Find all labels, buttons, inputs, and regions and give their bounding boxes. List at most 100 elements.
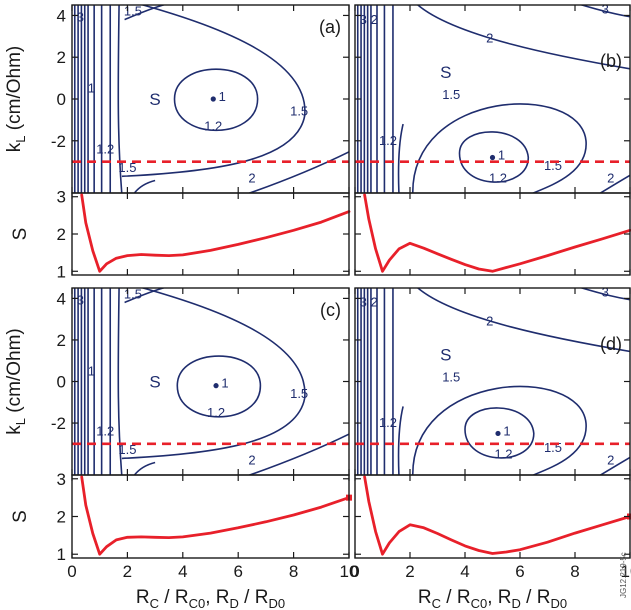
contour-line — [247, 150, 349, 193]
contour-label: 1 — [88, 81, 95, 96]
contour-label: 1.2 — [96, 141, 114, 156]
minimum-marker — [210, 96, 216, 102]
contour-label: 1.5 — [290, 104, 308, 119]
x-axis-label: RC / RC0, RD / RD0 — [136, 587, 285, 610]
contour-label: 1.5 — [442, 87, 460, 102]
plot-frame — [71, 474, 350, 559]
region-label: S — [440, 63, 451, 82]
x-tick-label: 4 — [178, 562, 187, 581]
contour-label: 1.2 — [207, 405, 225, 420]
contour-label: 3 — [77, 293, 84, 308]
contour-label: 2 — [607, 171, 614, 186]
x-tick-label: 8 — [289, 562, 298, 581]
contour-label: 2 — [486, 313, 493, 328]
contour-line — [124, 5, 167, 21]
contour-label: 3 — [360, 295, 367, 310]
contour-label: 2 — [607, 453, 614, 468]
y-tick-label: 2 — [57, 225, 66, 244]
contour-label: 1.5 — [442, 370, 460, 385]
plot-frame — [354, 192, 631, 276]
y-tick-label: 4 — [57, 6, 66, 25]
contour-label: 1.2 — [379, 415, 397, 430]
x-tick-label: 6 — [515, 562, 524, 581]
minimum-label: 1 — [221, 376, 228, 391]
contour-label: 1.5 — [124, 3, 142, 18]
plot-frame — [354, 474, 631, 559]
y-axis-label: S — [10, 228, 31, 241]
minimum-marker — [495, 430, 501, 437]
x-tick-label: 0 — [67, 562, 76, 581]
contour-label: 1.2 — [204, 118, 222, 133]
y-tick-label: -2 — [51, 132, 66, 151]
contour-line — [133, 179, 156, 193]
plot-frame — [71, 287, 350, 476]
contour-panel: 3 1.5 1 1.2 1.5 1.2 1.5 2 1 S (c) -2 0 2 4 kL (cm/Ohm) — [4, 286, 350, 476]
x-tick-label: 8 — [570, 562, 579, 581]
x-tick-label: 0 — [350, 562, 359, 581]
minimum-label: 1 — [498, 147, 505, 162]
contour-label: 2 — [248, 171, 255, 186]
series-line — [80, 193, 351, 273]
cut-panel: 0 2 4 6 8 10 RC / RC0, RD / RD0 — [350, 474, 631, 610]
contour-line — [397, 406, 404, 475]
contour-line — [579, 5, 630, 18]
y-tick-label: 4 — [57, 289, 66, 308]
contour-label: 1.2 — [489, 171, 507, 186]
contour-label: 1.2 — [494, 446, 512, 461]
x-tick-label: 10 — [621, 562, 631, 581]
panel-label: (d) — [600, 334, 622, 354]
y-tick-label: -2 — [51, 414, 66, 433]
contour-label: 1.2 — [379, 133, 397, 148]
cut-panel: 1 2 3 0 2 4 6 8 10 RC / RC0, RD / RD0 S — [10, 470, 358, 610]
x-axis-label: RC / RC0, RD / RD0 — [418, 587, 567, 610]
y-tick-label: 3 — [57, 470, 66, 489]
contour-label: 3 — [602, 284, 609, 299]
region-label: S — [149, 373, 160, 392]
plot-frame — [71, 4, 350, 194]
figure-code: JG12.219-5c — [619, 552, 628, 598]
y-axis-label: S — [10, 510, 31, 523]
y-tick-label: 0 — [57, 373, 66, 392]
y-tick-label: 1 — [57, 262, 66, 281]
contour-line — [117, 5, 123, 193]
cut-panel — [354, 192, 631, 276]
y-tick-label: 2 — [57, 331, 66, 350]
contour-label: 3 — [360, 12, 367, 27]
contour-label: 1.5 — [118, 160, 136, 175]
contour-line — [247, 433, 349, 475]
contour-label: 1.2 — [96, 424, 114, 439]
y-tick-label: 1 — [57, 545, 66, 564]
contour-line — [458, 131, 530, 183]
x-tick-label: 2 — [405, 562, 414, 581]
contour-line — [133, 461, 156, 475]
panel-label: (a) — [319, 17, 341, 37]
region-label: S — [440, 345, 451, 364]
contour-label: 1.5 — [544, 440, 562, 455]
contour-label: 3 — [602, 1, 609, 16]
contour-label: 2 — [486, 31, 493, 46]
contour-line — [121, 288, 306, 460]
y-tick-label: 3 — [57, 188, 66, 207]
x-tick-label: 10 — [340, 562, 359, 581]
contour-label: 2 — [371, 12, 378, 27]
region-label: S — [149, 90, 160, 109]
contour-line — [412, 385, 587, 475]
contour-line — [121, 5, 306, 178]
contour-line — [124, 288, 167, 304]
minimum-marker — [213, 383, 219, 389]
y-axis-label: kL (cm/Ohm) — [4, 46, 28, 152]
contour-label: 1.5 — [544, 158, 562, 173]
contour-line — [416, 288, 630, 353]
contour-lines — [73, 288, 349, 475]
y-axis-label: kL (cm/Ohm) — [4, 328, 28, 434]
cut-panel: 1 2 3 S — [10, 188, 351, 281]
x-tick-label: 2 — [123, 562, 132, 581]
plot-frame — [71, 192, 350, 276]
y-tick-label: 2 — [57, 508, 66, 527]
x-tick-label: 6 — [233, 562, 242, 581]
contour-label: 1.5 — [290, 386, 308, 401]
contour-label: 3 — [77, 10, 84, 25]
contour-line — [117, 288, 123, 475]
